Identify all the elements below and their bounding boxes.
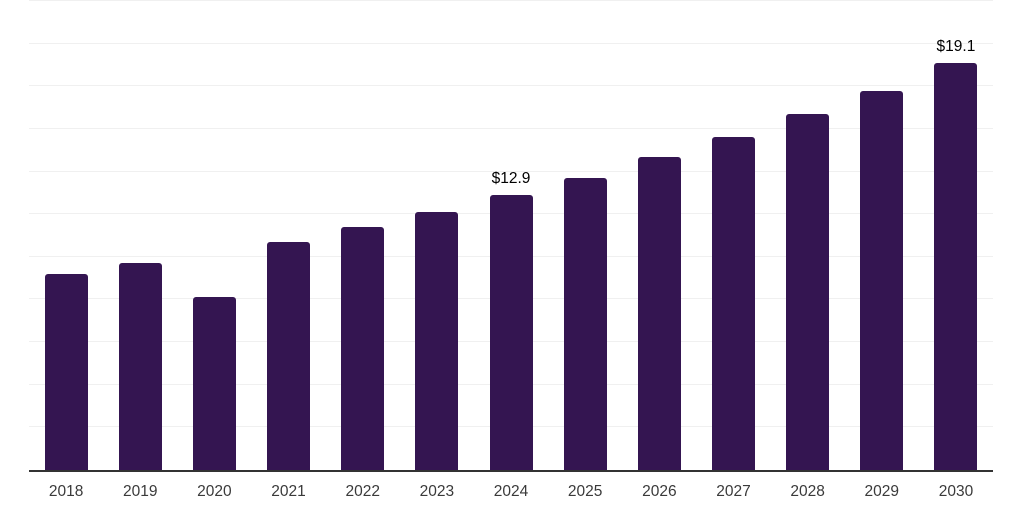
x-tick-label-2025: 2025 [567, 483, 603, 500]
bar-2019 [118, 263, 162, 470]
bar-slot-2026 [622, 0, 696, 470]
bar-slot-2028 [771, 0, 845, 470]
bar-slot-2029 [845, 0, 919, 470]
bar-slot-2023 [400, 0, 474, 470]
bar-2024 [489, 195, 533, 470]
bar-2018 [44, 273, 88, 470]
bar-slot-2018 [29, 0, 103, 470]
x-tick-label-2023: 2023 [419, 483, 455, 500]
bar-2026 [637, 156, 681, 470]
x-tick-label-2027: 2027 [716, 483, 751, 500]
gridline [29, 170, 993, 172]
x-tick-label-2020: 2020 [197, 483, 232, 500]
x-tick-label-2024: 2024 [493, 483, 529, 500]
gridline [29, 85, 993, 87]
bar-2021 [267, 241, 311, 470]
gridline [29, 0, 993, 1]
bars-container: $12.9 $19.1 [29, 0, 993, 470]
bar-2023 [415, 212, 459, 470]
bar-2030 [934, 62, 978, 470]
plot-area: $12.9 $19.1 [29, 0, 993, 472]
bar-2022 [341, 227, 385, 470]
x-tick-label-2029: 2029 [864, 483, 900, 500]
bar-slot-2030: $19.1 [919, 0, 993, 470]
bar-value-label-2024: $12.9 [491, 170, 531, 187]
x-tick-label-2026: 2026 [642, 483, 677, 500]
x-tick-label-2022: 2022 [345, 483, 380, 500]
bar-slot-2019 [103, 0, 177, 470]
gridline [29, 127, 993, 129]
bar-2020 [192, 297, 236, 470]
bar-2029 [860, 90, 904, 470]
bar-slot-2020 [177, 0, 251, 470]
gridline [29, 42, 993, 44]
bar-slot-2027 [696, 0, 770, 470]
bar-slot-2022 [326, 0, 400, 470]
bar-2028 [786, 114, 830, 470]
x-tick-label-2018: 2018 [48, 483, 84, 500]
x-tick-label-2030: 2030 [938, 483, 974, 500]
x-axis: 2018 2019 2020 2021 2022 2023 2024 2025 2026 2027… [29, 482, 993, 502]
x-tick-label-2019: 2019 [122, 483, 158, 500]
x-tick-label-2028: 2028 [790, 483, 825, 500]
bar-slot-2024: $12.9 [474, 0, 548, 470]
bar-value-label-2030: $19.1 [936, 37, 976, 55]
x-tick-label-2021: 2021 [271, 483, 306, 500]
bar-2027 [711, 137, 755, 470]
bar-slot-2025 [548, 0, 622, 470]
bar-2025 [563, 177, 607, 470]
bar-slot-2021 [251, 0, 325, 470]
